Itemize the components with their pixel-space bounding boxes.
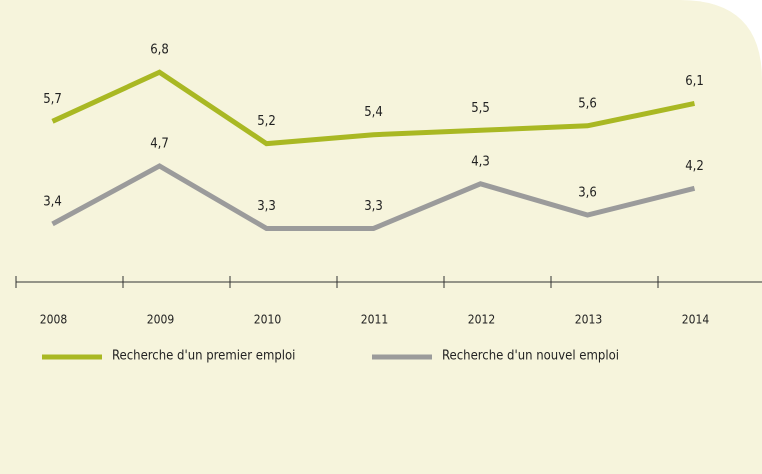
data-label: 4,2 — [685, 159, 704, 174]
legend-label: Recherche d'un premier emploi — [112, 349, 295, 364]
data-label: 6,8 — [150, 43, 169, 58]
data-label: 3,4 — [43, 194, 62, 209]
line-series — [51, 69, 696, 147]
data-label: 5,2 — [257, 114, 276, 129]
x-tick-label: 2012 — [468, 313, 495, 327]
x-tick-label: 2010 — [254, 313, 282, 327]
data-label: 5,5 — [471, 101, 490, 116]
data-label: 5,6 — [578, 96, 597, 111]
legend-label: Recherche d'un nouvel emploi — [442, 349, 619, 364]
x-tick-label: 2014 — [682, 313, 710, 327]
data-label: 5,4 — [364, 105, 383, 120]
data-label: 3,6 — [578, 186, 597, 201]
data-label: 4,3 — [471, 154, 490, 169]
x-tick-label: 2013 — [575, 313, 602, 327]
data-label: 6,1 — [685, 74, 704, 89]
x-tick-label: 2009 — [147, 313, 175, 327]
x-tick-label: 2011 — [361, 313, 388, 327]
data-label: 5,7 — [43, 92, 62, 107]
data-label: 4,7 — [150, 136, 169, 151]
data-label: 3,3 — [257, 199, 276, 214]
x-tick-label: 2008 — [40, 313, 68, 327]
data-label: 3,3 — [364, 199, 383, 214]
line-series — [51, 163, 696, 231]
